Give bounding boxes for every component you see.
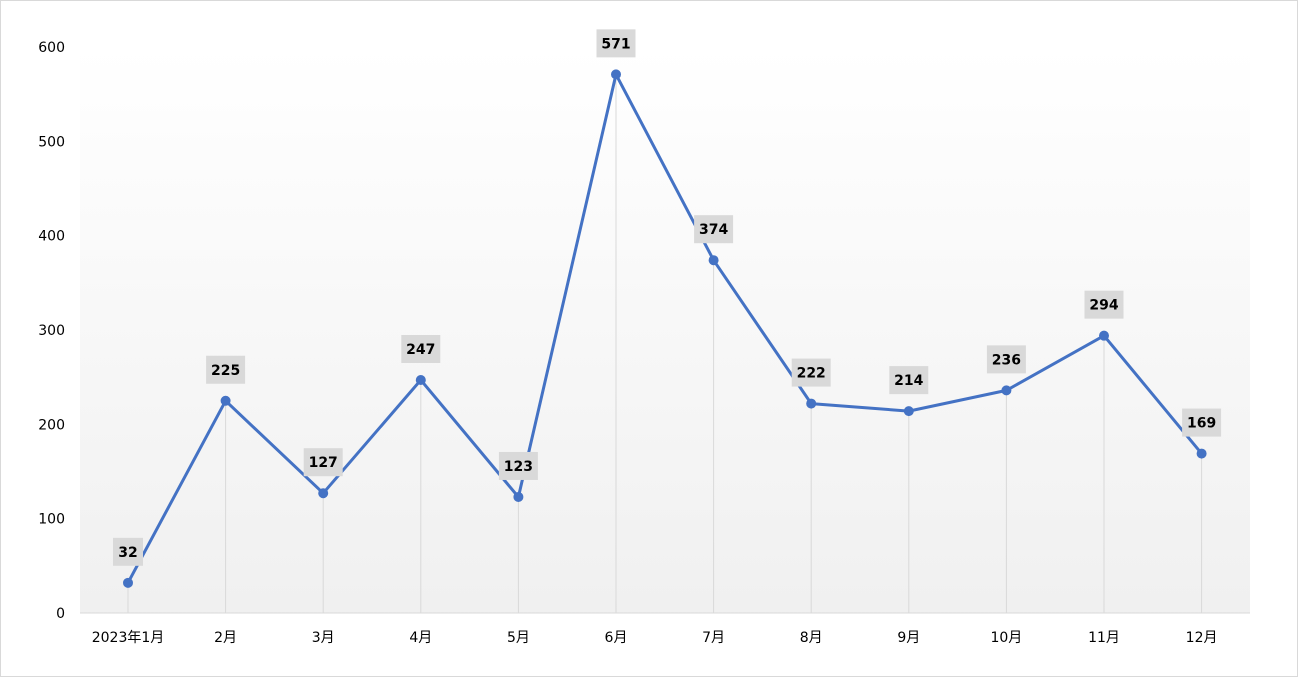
data-label-box	[1084, 290, 1124, 319]
data-point	[806, 398, 817, 409]
y-axis: 0 100 200 300 400 500 600	[38, 40, 65, 622]
data-point	[318, 488, 329, 499]
data-label: 123	[504, 459, 533, 475]
y-tick-label: 300	[38, 323, 65, 339]
data-label: 32	[118, 545, 137, 561]
y-tick-label: 100	[38, 512, 65, 528]
data-label: 225	[211, 363, 240, 379]
data-label-box	[498, 451, 538, 480]
data-label: 222	[797, 366, 826, 382]
x-tick-label: 5月	[507, 630, 530, 646]
y-tick-label: 200	[38, 417, 65, 433]
data-point	[1196, 448, 1207, 459]
x-tick-label: 9月	[897, 630, 920, 646]
data-label: 169	[1187, 416, 1216, 432]
data-label: 294	[1089, 298, 1118, 314]
data-point	[1001, 385, 1012, 396]
x-tick-label: 6月	[605, 630, 628, 646]
data-label-box	[303, 448, 343, 477]
data-point	[611, 69, 621, 80]
data-point	[1099, 330, 1109, 341]
data-label: 214	[894, 373, 923, 389]
x-axis: 2023年1月 2月 3月 4月 5月 6月 7月 8月 9月 10月 11月 12月	[80, 612, 1250, 646]
series	[123, 69, 1207, 588]
data-label: 571	[601, 36, 630, 52]
data-label-box	[694, 215, 734, 244]
data-label-box	[791, 358, 831, 387]
y-tick-label: 500	[38, 134, 65, 150]
drop-lines	[127, 74, 1203, 613]
data-label: 247	[406, 342, 435, 358]
x-tick-label: 2月	[214, 630, 237, 646]
x-tick-label: 11月	[1088, 630, 1120, 646]
data-label-box	[401, 334, 441, 363]
series-line	[126, 72, 1204, 585]
plot-area	[80, 47, 1250, 613]
x-tick-label: 10月	[990, 630, 1022, 646]
y-tick-label: 0	[56, 606, 65, 622]
data-point	[415, 374, 426, 385]
x-tick-label: 7月	[702, 630, 725, 646]
x-tick-label: 8月	[800, 630, 823, 646]
data-point	[220, 395, 231, 406]
data-labels: 32 225 127 247 123 571 374 222 214 236 294 169	[113, 29, 1222, 566]
data-point	[513, 491, 524, 502]
data-label: 127	[309, 455, 338, 471]
data-label-box	[986, 345, 1026, 374]
data-label: 374	[699, 222, 728, 238]
data-point	[903, 406, 914, 417]
x-tick-label: 4月	[409, 630, 432, 646]
data-point	[123, 577, 133, 588]
data-label-box	[206, 355, 246, 384]
data-point	[708, 255, 719, 266]
y-tick-label: 600	[38, 40, 65, 56]
data-label-box	[596, 29, 636, 58]
x-tick-label: 12月	[1186, 630, 1218, 646]
data-label-box	[1182, 408, 1222, 437]
x-tick-label: 2023年1月	[92, 630, 165, 646]
data-label-box	[889, 366, 929, 395]
x-tick-label: 3月	[312, 630, 335, 646]
y-tick-label: 400	[38, 229, 65, 245]
data-label: 236	[992, 352, 1021, 368]
data-label-box	[113, 537, 143, 566]
